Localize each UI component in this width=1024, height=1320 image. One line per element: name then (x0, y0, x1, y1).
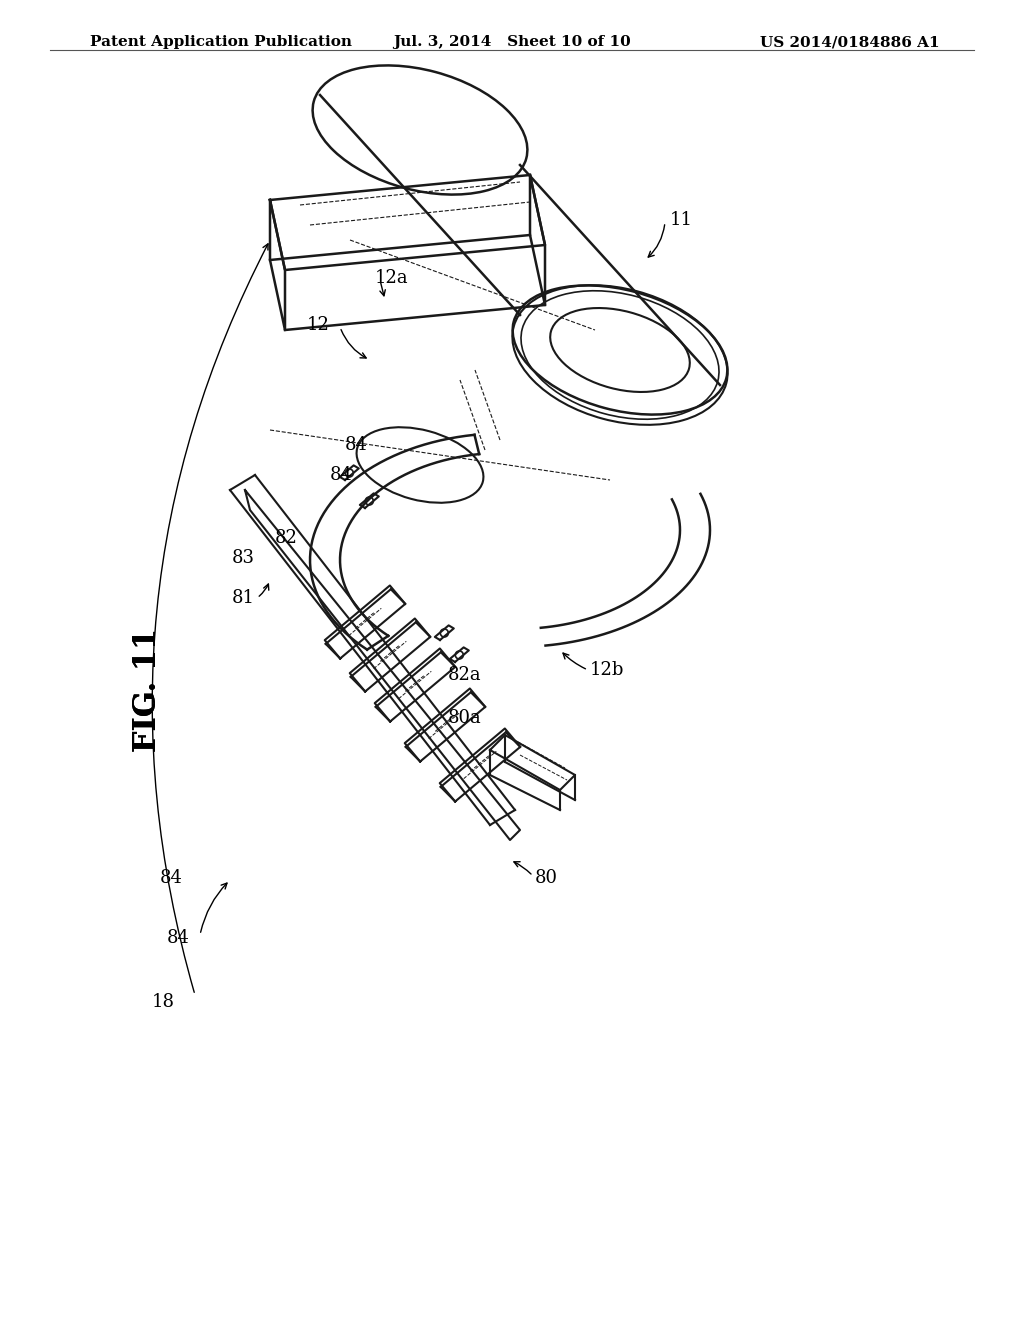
Text: 11: 11 (670, 211, 693, 228)
Text: 83: 83 (232, 549, 255, 568)
Text: Jul. 3, 2014   Sheet 10 of 10: Jul. 3, 2014 Sheet 10 of 10 (393, 36, 631, 49)
Text: 82a: 82a (449, 667, 481, 684)
Text: FIG. 11: FIG. 11 (132, 628, 164, 752)
Text: 84: 84 (330, 466, 353, 484)
Text: 81: 81 (232, 589, 255, 607)
Text: FIG. 11: FIG. 11 (132, 628, 164, 752)
Text: Patent Application Publication: Patent Application Publication (90, 36, 352, 49)
Text: 84: 84 (345, 436, 368, 454)
Text: 82: 82 (275, 529, 298, 546)
Text: 12b: 12b (590, 661, 625, 678)
Text: 84: 84 (160, 869, 183, 887)
Text: 12a: 12a (375, 269, 409, 286)
Text: 84: 84 (167, 929, 190, 946)
Text: 80: 80 (535, 869, 558, 887)
Text: 18: 18 (152, 993, 175, 1011)
Text: 80a: 80a (449, 709, 481, 727)
Text: US 2014/0184886 A1: US 2014/0184886 A1 (761, 36, 940, 49)
Text: 12: 12 (307, 315, 330, 334)
